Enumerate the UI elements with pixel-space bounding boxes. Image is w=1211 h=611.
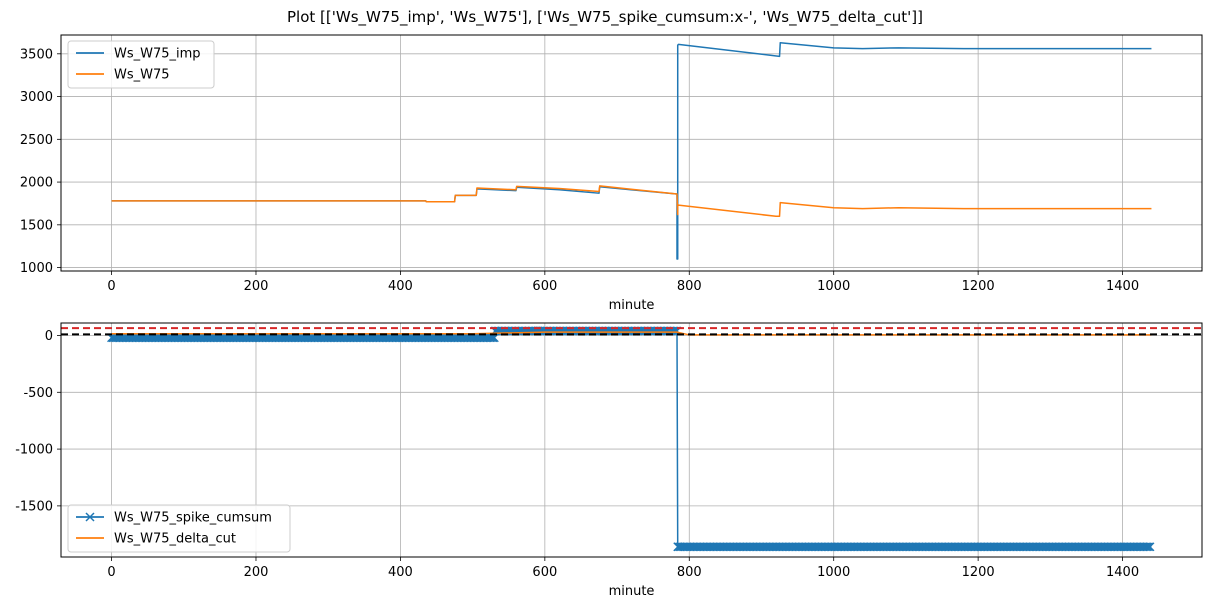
x-tick-label: 200 — [244, 565, 269, 580]
axes-frame — [60, 34, 1203, 272]
x-tick-label: 1400 — [1106, 279, 1139, 294]
y-tick-label: 2000 — [20, 176, 53, 191]
axes-frame — [60, 322, 1203, 558]
y-tick-label: 0 — [45, 329, 53, 344]
bottom-panel: 0 200 400 600 800 1000 1200 1400 0 -500 -1000 -1500… — [15, 322, 1203, 599]
legend-label: Ws_W75_spike_cumsum — [114, 511, 272, 526]
plot-area — [111, 41, 1152, 260]
legend-label: Ws_W75 — [114, 68, 170, 83]
series-marker — [1144, 542, 1154, 552]
y-tick-label: 1000 — [20, 261, 53, 276]
x-tick-label: 0 — [107, 565, 115, 580]
legend-marker — [85, 512, 95, 522]
legend: Ws_W75_imp Ws_W75 — [67, 40, 215, 89]
x-tick-label: 0 — [107, 279, 115, 294]
series-marker — [1141, 542, 1151, 552]
y-tick-label: -500 — [23, 386, 53, 401]
x-tick-label: 600 — [532, 279, 557, 294]
y-tick-label: 2500 — [20, 133, 53, 148]
series-marker — [1142, 542, 1152, 552]
x-tick-label: 1400 — [1106, 565, 1139, 580]
legend-label: Ws_W75_delta_cut — [114, 532, 236, 547]
legend-label: Ws_W75_imp — [114, 47, 201, 62]
x-tick-label: 1000 — [817, 279, 850, 294]
x-tick-label: 1000 — [817, 565, 850, 580]
x-tick-label: 200 — [244, 279, 269, 294]
y-tick-label: -1500 — [15, 499, 53, 514]
x-tick-label: 400 — [388, 279, 413, 294]
x-tick-label: 600 — [532, 565, 557, 580]
x-tick-label: 1200 — [962, 279, 995, 294]
y-tick-label: -1000 — [15, 443, 53, 458]
x-tick-label: 800 — [677, 565, 702, 580]
legend-box — [67, 40, 215, 89]
legend-box — [67, 504, 291, 553]
plot-background — [61, 35, 1202, 271]
series-line-1 — [111, 185, 1152, 218]
series-marker — [1145, 542, 1155, 552]
figure-title: Plot [['Ws_W75_imp', 'Ws_W75'], ['Ws_W75… — [287, 8, 923, 27]
legend: Ws_W75_spike_cumsum Ws_W75_delta_cut — [67, 504, 291, 553]
x-tick-label: 1200 — [962, 565, 995, 580]
x-axis-label: minute — [609, 584, 655, 599]
y-tick-label: 3000 — [20, 90, 53, 105]
top-panel: 0 200 400 600 800 1000 1200 1400 1000 1500 2000 250… — [20, 34, 1203, 313]
x-axis-label: minute — [609, 298, 655, 313]
x-tick-label: 800 — [677, 279, 702, 294]
x-tick-label: 400 — [388, 565, 413, 580]
y-tick-label: 1500 — [20, 218, 53, 233]
y-tick-label: 3500 — [20, 47, 53, 62]
